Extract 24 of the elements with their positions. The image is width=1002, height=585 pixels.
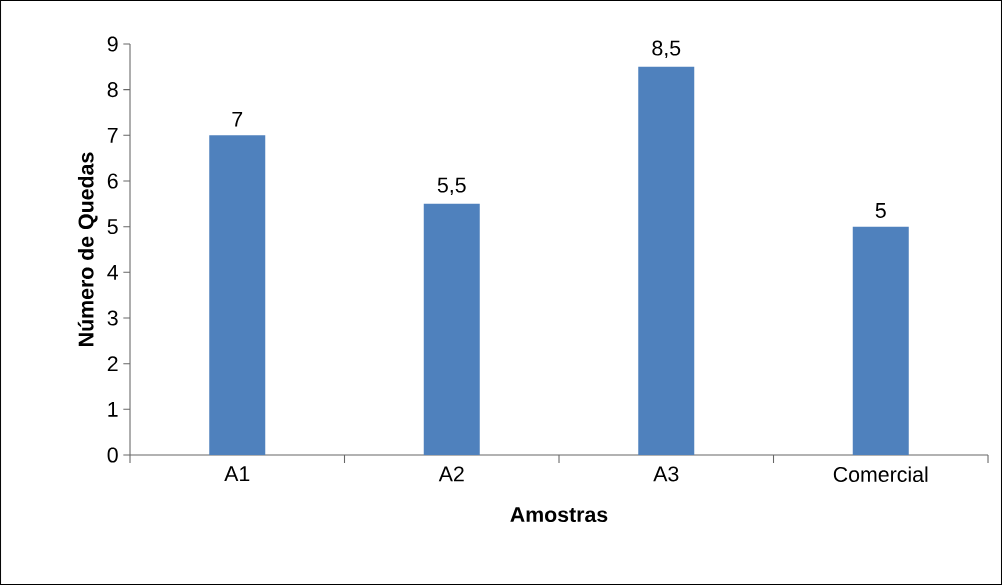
data-label: 7 [232,111,243,127]
x-tick-label: A1 [224,466,250,482]
y-tick-label: 4 [107,264,118,280]
x-tick-label: A3 [653,466,679,482]
y-tick-label: 8 [107,82,118,98]
bar [638,66,695,455]
bar [423,203,480,455]
y-tick-label: 6 [107,173,118,189]
y-tick-label: 5 [107,219,118,235]
y-tick-label: 1 [108,401,118,417]
y-tick-label: 9 [107,36,118,52]
data-label: 5 [875,203,886,218]
x-tick-label: Comercial [833,466,928,483]
data-label: 8,5 [652,40,681,59]
y-tick-label: 0 [107,447,118,463]
x-axis-title: Amostras [510,507,608,523]
x-tick-label: A2 [438,466,464,482]
y-tick-label: 7 [107,127,118,143]
data-label: 5,5 [437,177,466,196]
y-axis-title: Número de Quedas [77,152,98,346]
y-tick-label: 2 [107,356,118,372]
bar [852,226,909,455]
bar [209,135,266,455]
y-tick-label: 3 [107,310,118,326]
